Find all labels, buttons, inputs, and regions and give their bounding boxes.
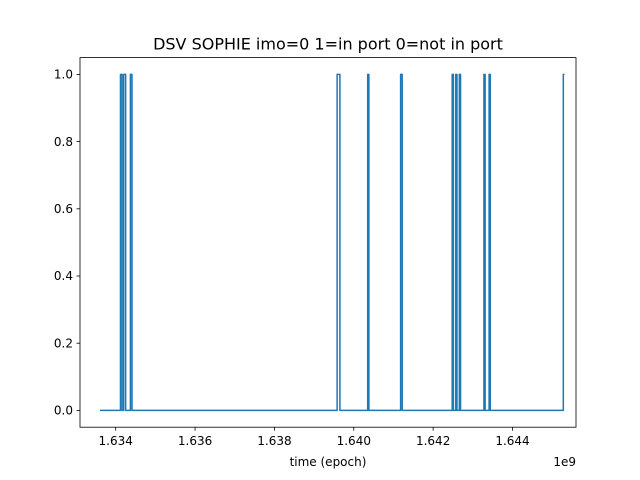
y-tick-label: 1.0 bbox=[54, 68, 73, 82]
y-axis-ticks: 0.0 0.2 0.4 0.6 0.8 1.0 bbox=[54, 68, 80, 418]
chart-title: DSV SOPHIE imo=0 1=in port 0=not in port bbox=[153, 35, 503, 54]
x-tick-label: 1.642 bbox=[416, 434, 450, 448]
y-tick-label: 0.8 bbox=[54, 135, 73, 149]
series-layer bbox=[99, 73, 565, 412]
x-tick-label: 1.636 bbox=[178, 434, 212, 448]
x-tick-label: 1.634 bbox=[99, 434, 133, 448]
x-axis-ticks: 1.634 1.636 1.638 1.640 1.642 1.644 bbox=[99, 427, 530, 448]
x-tick-label: 1.644 bbox=[495, 434, 529, 448]
x-axis-offset-label: 1e9 bbox=[553, 455, 576, 469]
x-axis-label: time (epoch) bbox=[290, 455, 367, 469]
plot-area-frame bbox=[79, 57, 577, 428]
y-tick-label: 0.6 bbox=[54, 202, 73, 216]
x-tick-label: 1.638 bbox=[257, 434, 291, 448]
y-tick-label: 0.4 bbox=[54, 269, 73, 283]
x-tick-label: 1.640 bbox=[337, 434, 371, 448]
y-tick-label: 0.2 bbox=[54, 336, 73, 350]
series-line bbox=[99, 73, 565, 412]
y-tick-label: 0.0 bbox=[54, 404, 73, 418]
